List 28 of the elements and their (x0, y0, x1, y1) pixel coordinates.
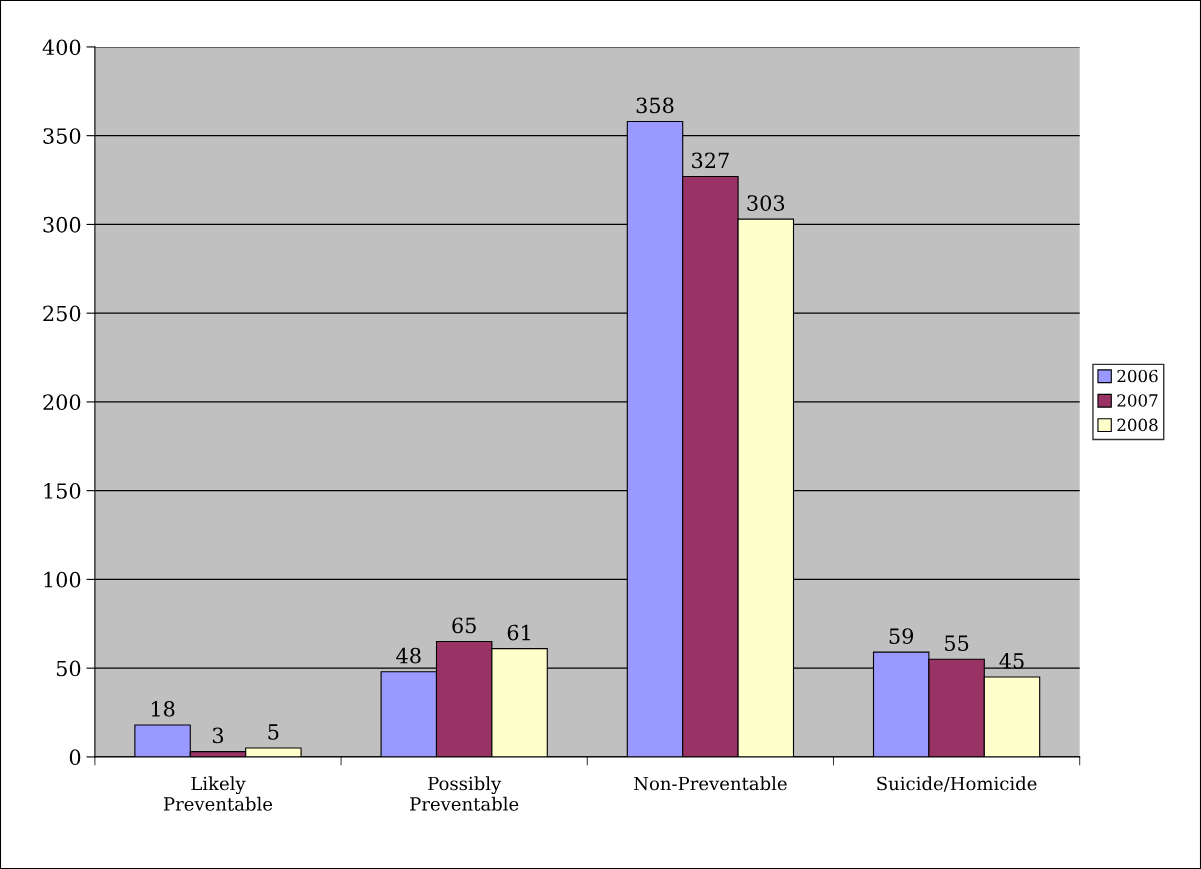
data-label: 65 (452, 617, 476, 634)
y-tick-label: 250 (43, 305, 81, 322)
y-tick-label: 150 (44, 483, 81, 499)
y-tick-label: 100 (44, 571, 81, 588)
legend-label: 2007 (1117, 394, 1158, 407)
x-tick-label: Likely Preventable (163, 776, 273, 811)
data-label: 18 (151, 700, 175, 717)
data-label: 5 (268, 724, 279, 740)
data-label: 3 (212, 727, 224, 744)
y-tick-label: 0 (69, 749, 81, 766)
x-tick-label: Possibly Preventable (410, 776, 519, 811)
x-tick-label: Non-Preventable (634, 776, 787, 791)
y-tick-label: 300 (43, 216, 81, 233)
x-tick-label: Suicide/Homicide (877, 776, 1037, 792)
data-label: 55 (945, 635, 969, 652)
data-label: 61 (507, 624, 530, 641)
data-label: 59 (889, 628, 914, 644)
data-label: 358 (636, 97, 674, 114)
y-tick-label: 400 (42, 39, 81, 56)
data-label: 303 (747, 195, 785, 211)
y-tick-label: 200 (43, 394, 81, 411)
data-label: 48 (396, 647, 421, 664)
y-tick-label: 50 (56, 660, 81, 677)
data-label: 45 (999, 653, 1024, 669)
y-tick-label: 350 (43, 128, 81, 144)
legend-label: 2008 (1117, 418, 1158, 432)
legend-label: 2006 (1117, 369, 1158, 383)
data-label: 327 (692, 152, 729, 169)
